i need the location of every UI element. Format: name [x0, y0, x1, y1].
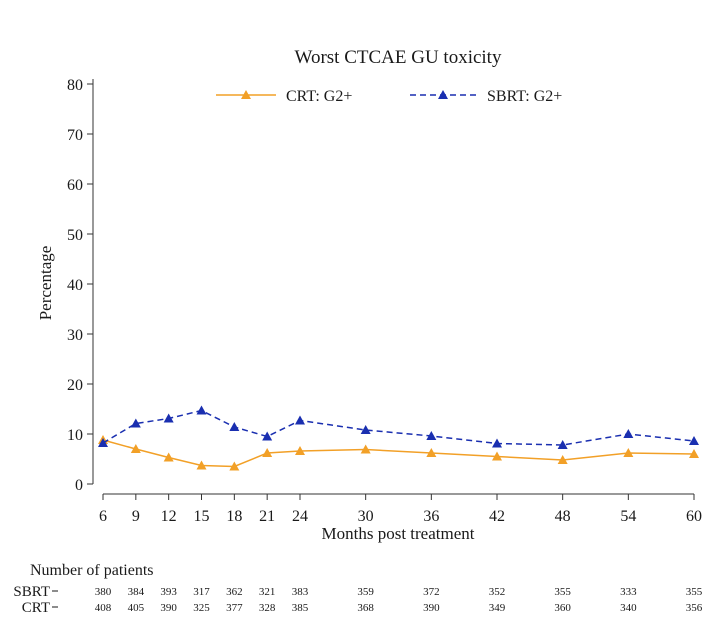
- risk-count: 349: [489, 602, 506, 614]
- legend-marker: [241, 90, 251, 99]
- x-tick-label: 6: [99, 508, 107, 525]
- risk-count: 393: [160, 586, 177, 598]
- x-axis-label: Months post treatment: [322, 524, 475, 543]
- data-point: [426, 448, 437, 457]
- risk-row-sbrt: SBRT 380 384 393 317 362 321 383 359 372 352 355 333…: [13, 584, 702, 600]
- legend-item: SBRT: G2+: [410, 88, 562, 105]
- x-tick-label: 12: [161, 508, 177, 525]
- risk-count: 383: [292, 586, 309, 598]
- risk-count: 408: [95, 602, 112, 614]
- series-line: [102, 439, 695, 468]
- risk-count: 384: [128, 586, 145, 598]
- data-point: [229, 461, 240, 471]
- risk-count: 328: [259, 602, 276, 614]
- data-point: [492, 451, 502, 461]
- data-point: [196, 460, 207, 470]
- legend-label: CRT: G2+: [286, 88, 352, 105]
- y-tick-label: 10: [67, 427, 83, 444]
- risk-count: 360: [554, 602, 571, 614]
- risk-count: 377: [226, 602, 243, 614]
- chart-title: Worst CTCAE GU toxicity: [295, 47, 502, 68]
- series-sbrt: [98, 405, 699, 449]
- risk-count: 390: [160, 602, 177, 614]
- data-point: [229, 422, 240, 431]
- risk-count: 352: [489, 586, 506, 598]
- data-point: [360, 444, 371, 454]
- risk-count: 359: [357, 586, 374, 598]
- risk-count: 405: [128, 602, 145, 614]
- x-tick-label: 18: [226, 508, 242, 525]
- x-tick-label: 15: [194, 508, 210, 525]
- x-tick-label: 30: [358, 508, 374, 525]
- risk-table-heading: Number of patients: [30, 562, 154, 579]
- x-tick-label: 42: [489, 508, 505, 525]
- risk-count: 372: [423, 586, 440, 598]
- x-tick-label: 24: [292, 508, 308, 525]
- data-point: [689, 449, 699, 458]
- risk-count: 340: [620, 602, 637, 614]
- series-layer: [98, 405, 699, 471]
- data-point: [196, 405, 207, 415]
- legend-label: SBRT: G2+: [487, 88, 562, 105]
- risk-count: 356: [686, 602, 703, 614]
- x-tick-label: 9: [132, 508, 140, 525]
- risk-table: Number of patients SBRT 380 384 393 317 362 32…: [13, 562, 702, 616]
- axes: 0 10 20 30 40 50 60 70 80 6 9 12 15 18 21 24 30 36 42 48 54 6…: [67, 77, 702, 525]
- data-point: [557, 440, 568, 449]
- y-tick-label: 20: [67, 377, 83, 394]
- risk-row-label: CRT: [22, 600, 50, 616]
- series-crt: [98, 435, 699, 471]
- y-tick-label: 70: [67, 127, 83, 144]
- data-point: [623, 429, 634, 438]
- data-point: [130, 418, 141, 428]
- risk-count: 355: [554, 586, 571, 598]
- risk-count: 362: [226, 586, 243, 598]
- risk-count: 321: [259, 586, 276, 598]
- x-tick-label: 36: [423, 508, 439, 525]
- data-point: [623, 448, 634, 457]
- risk-count: 325: [193, 602, 210, 614]
- risk-count: 355: [686, 586, 703, 598]
- risk-count: 333: [620, 586, 637, 598]
- risk-count: 390: [423, 602, 440, 614]
- risk-row-label: SBRT: [13, 584, 50, 600]
- data-point: [360, 425, 371, 434]
- x-tick-label: 21: [259, 508, 275, 525]
- risk-count: 380: [95, 586, 112, 598]
- y-tick-label: 40: [67, 277, 83, 294]
- risk-count: 368: [357, 602, 374, 614]
- data-point: [163, 413, 174, 423]
- data-point: [163, 452, 174, 462]
- data-point: [130, 444, 141, 453]
- risk-row-crt: CRT 408 405 390 325 377 328 385 368 390 349 360 340 3…: [22, 600, 703, 616]
- risk-count: 385: [292, 602, 309, 614]
- x-tick-label: 48: [555, 508, 571, 525]
- data-point: [262, 431, 273, 441]
- legend: CRT: G2+ SBRT: G2+: [216, 88, 562, 105]
- y-tick-label: 60: [67, 177, 83, 194]
- data-point: [262, 448, 273, 457]
- y-tick-label: 80: [67, 77, 83, 94]
- x-tick-label: 54: [620, 508, 636, 525]
- data-point: [295, 415, 305, 425]
- series-line: [102, 409, 695, 446]
- y-tick-label: 50: [67, 227, 83, 244]
- risk-count: 317: [193, 586, 210, 598]
- y-tick-label: 0: [75, 477, 83, 494]
- data-point: [492, 438, 502, 448]
- y-axis-label: Percentage: [36, 246, 55, 321]
- x-tick-label: 60: [686, 508, 702, 525]
- data-point: [557, 455, 568, 464]
- data-point: [98, 438, 108, 447]
- data-point: [295, 446, 305, 455]
- y-tick-label: 30: [67, 327, 83, 344]
- legend-marker: [438, 90, 448, 99]
- legend-item: CRT: G2+: [216, 88, 352, 105]
- data-point: [689, 436, 699, 445]
- data-point: [426, 431, 437, 440]
